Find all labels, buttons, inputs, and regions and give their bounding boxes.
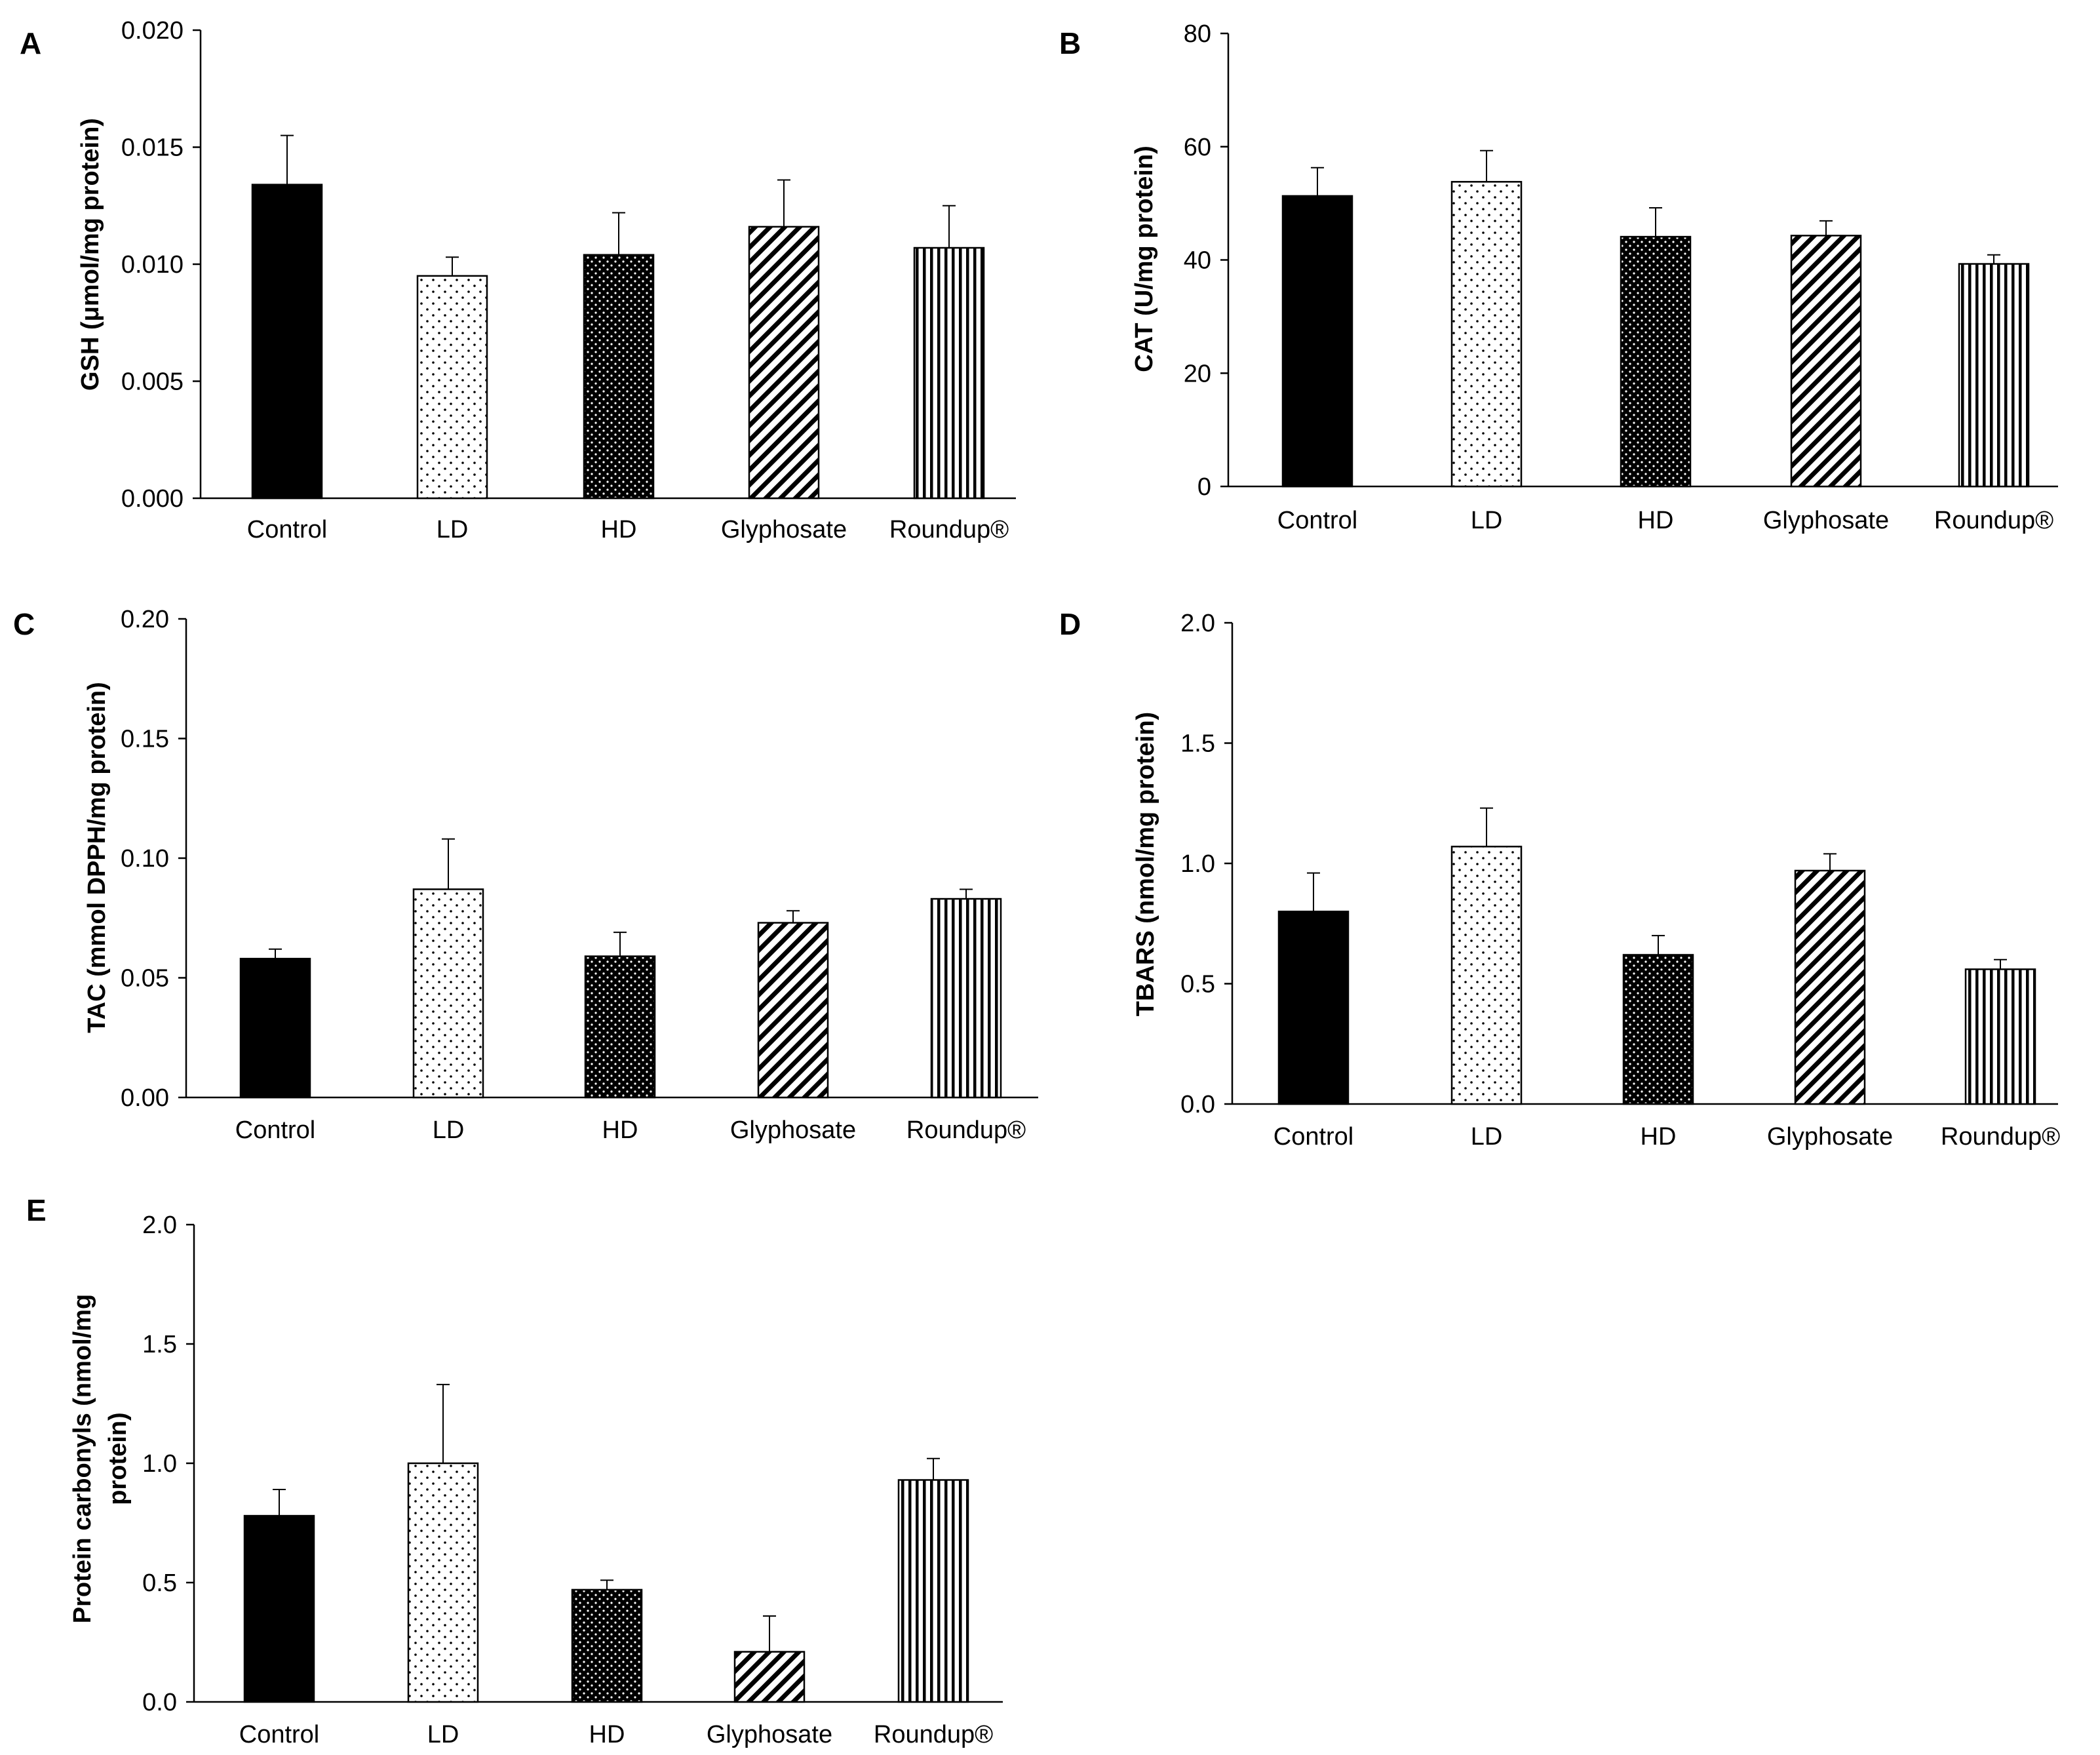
category-label-d-4: Roundup®	[1941, 1123, 2060, 1151]
bar-e-2	[571, 1588, 643, 1703]
y-axis-title-e-line1: Protein carbonyls (nmol/mg	[69, 1294, 96, 1624]
y-tick-label-b-4: 80	[1184, 20, 1211, 48]
bar-b-4	[1958, 263, 2030, 488]
category-label-e-1: LD	[427, 1721, 459, 1748]
chart-panel-a: A GSH (μmol/mg protein) 0.0000.0050.0100…	[20, 17, 1016, 543]
bar-d-2	[1622, 954, 1694, 1105]
plot-d: 0.0 0.5 1.0 1.5 2.0 Control LD HD Glyphosate Roun…	[1180, 610, 2060, 1151]
category-label-d-0: Control	[1274, 1123, 1354, 1151]
bar-a-4	[913, 246, 985, 500]
category-label-a-4: Roundup®	[889, 516, 1009, 543]
y-tick-label-c-1: 0.05	[121, 965, 169, 993]
category-label-a-2: HD	[601, 516, 637, 543]
panel-letter-b: B	[1059, 26, 1081, 60]
category-label-e-3: Glyphosate	[707, 1721, 832, 1748]
bar-c-3	[757, 922, 829, 1099]
bar-d-0	[1277, 911, 1350, 1105]
bar-a-2	[583, 254, 655, 500]
bar-b-2	[1620, 235, 1692, 488]
category-label-b-3: Glyphosate	[1763, 507, 1889, 534]
y-axis-title-c: TAC (mmol DPPH/mg protein)	[83, 682, 111, 1033]
panel-letter-a: A	[20, 26, 41, 60]
category-label-e-2: HD	[589, 1721, 625, 1748]
category-label-a-0: Control	[247, 516, 328, 543]
category-label-c-4: Roundup®	[906, 1116, 1026, 1144]
chart-panel-c: C TAC (mmol DPPH/mg protein) 0.00 0.05 0.1…	[13, 606, 1038, 1144]
bar-c-2	[584, 955, 656, 1099]
panel-letter-e: E	[26, 1193, 47, 1227]
category-label-b-2: HD	[1638, 507, 1674, 534]
y-axis-title-a: GSH (μmol/mg protein)	[77, 118, 104, 391]
category-label-d-2: HD	[1641, 1123, 1677, 1151]
panel-letter-c: C	[13, 607, 35, 641]
category-label-d-1: LD	[1471, 1123, 1503, 1151]
bar-a-1	[416, 275, 488, 500]
bar-b-3	[1790, 235, 1862, 488]
bar-d-4	[1964, 968, 2036, 1105]
bar-d-3	[1794, 869, 1866, 1105]
y-tick-label-b-0: 0	[1197, 473, 1211, 501]
y-tick-label-e-2: 1.0	[142, 1450, 177, 1478]
plot-e: 0.0 0.5 1.0 1.5 2.0 Control LD HD Glyphosate Roun…	[142, 1212, 1003, 1748]
y-tick-label-c-0: 0.00	[121, 1084, 169, 1112]
y-tick-label-e-0: 0.0	[142, 1689, 177, 1716]
y-tick-label-a-2: 0.010	[121, 251, 184, 279]
y-tick-label-c-3: 0.15	[121, 726, 169, 753]
category-label-e-0: Control	[239, 1721, 320, 1748]
chart-panel-e: E Protein carbonyls (nmol/mg protein) 0.…	[26, 1193, 1003, 1748]
category-label-a-1: LD	[437, 516, 469, 543]
y-tick-label-c-4: 0.20	[121, 606, 169, 633]
y-tick-label-c-2: 0.10	[121, 845, 169, 873]
plot-a: 0.000 0.005 0.010 0.015 0.020 Control LD HD Glyp…	[121, 17, 1016, 543]
bar-b-0	[1281, 195, 1353, 488]
y-tick-label-d-4: 2.0	[1180, 610, 1215, 637]
category-label-c-3: Glyphosate	[730, 1116, 856, 1144]
category-label-a-3: Glyphosate	[721, 516, 847, 543]
bar-e-0	[243, 1514, 315, 1703]
y-axis-title-d: TBARS (nmol/mg protein)	[1132, 712, 1159, 1016]
y-tick-label-d-3: 1.5	[1180, 730, 1215, 758]
y-tick-label-b-3: 60	[1184, 134, 1211, 161]
y-tick-label-e-4: 2.0	[142, 1212, 177, 1239]
y-axis-title-b: CAT (U/mg protein)	[1131, 146, 1158, 372]
bar-c-0	[239, 958, 311, 1099]
y-tick-label-b-1: 20	[1184, 360, 1211, 387]
y-tick-label-d-0: 0.0	[1180, 1091, 1215, 1118]
category-label-d-3: Glyphosate	[1767, 1123, 1893, 1151]
panel-letter-d: D	[1059, 607, 1081, 641]
category-label-b-0: Control	[1277, 507, 1358, 534]
y-tick-label-d-1: 0.5	[1180, 971, 1215, 998]
chart-panel-b: B CAT (U/mg protein) 0 20 40 60 80 Control LD H…	[1059, 20, 2058, 534]
y-tick-label-a-0: 0.000	[121, 485, 184, 513]
bar-a-0	[251, 184, 323, 500]
category-label-b-1: LD	[1471, 507, 1503, 534]
y-tick-label-d-2: 1.0	[1180, 850, 1215, 878]
category-label-e-4: Roundup®	[874, 1721, 993, 1748]
bar-c-1	[412, 888, 484, 1099]
bar-c-4	[930, 897, 1002, 1099]
y-tick-label-a-1: 0.005	[121, 368, 184, 396]
bar-d-1	[1450, 846, 1523, 1105]
bar-b-1	[1450, 181, 1523, 488]
y-tick-label-a-3: 0.015	[121, 134, 184, 162]
plot-c: 0.00 0.05 0.10 0.15 0.20 Control LD HD Glyphosat…	[121, 606, 1038, 1144]
y-tick-label-b-2: 40	[1184, 247, 1211, 275]
bar-e-4	[897, 1479, 969, 1703]
y-tick-label-e-1: 0.5	[142, 1569, 177, 1597]
y-axis-title-e-line2: protein)	[104, 1412, 132, 1505]
category-label-b-4: Roundup®	[1934, 507, 2053, 534]
bar-e-1	[407, 1462, 479, 1703]
bar-a-3	[748, 226, 820, 500]
plot-b: 0 20 40 60 80 Control LD HD Glyphosate Roundup®	[1184, 20, 2058, 534]
chart-panel-d: D TBARS (nmol/mg protein) 0.0 0.5 1.0 1.5 2.…	[1059, 607, 2060, 1151]
category-label-c-2: HD	[602, 1116, 638, 1144]
bar-e-3	[733, 1651, 806, 1703]
category-label-c-0: Control	[235, 1116, 316, 1144]
y-tick-label-e-3: 1.5	[142, 1331, 177, 1358]
y-tick-label-a-4: 0.020	[121, 17, 184, 45]
category-label-c-1: LD	[433, 1116, 465, 1144]
